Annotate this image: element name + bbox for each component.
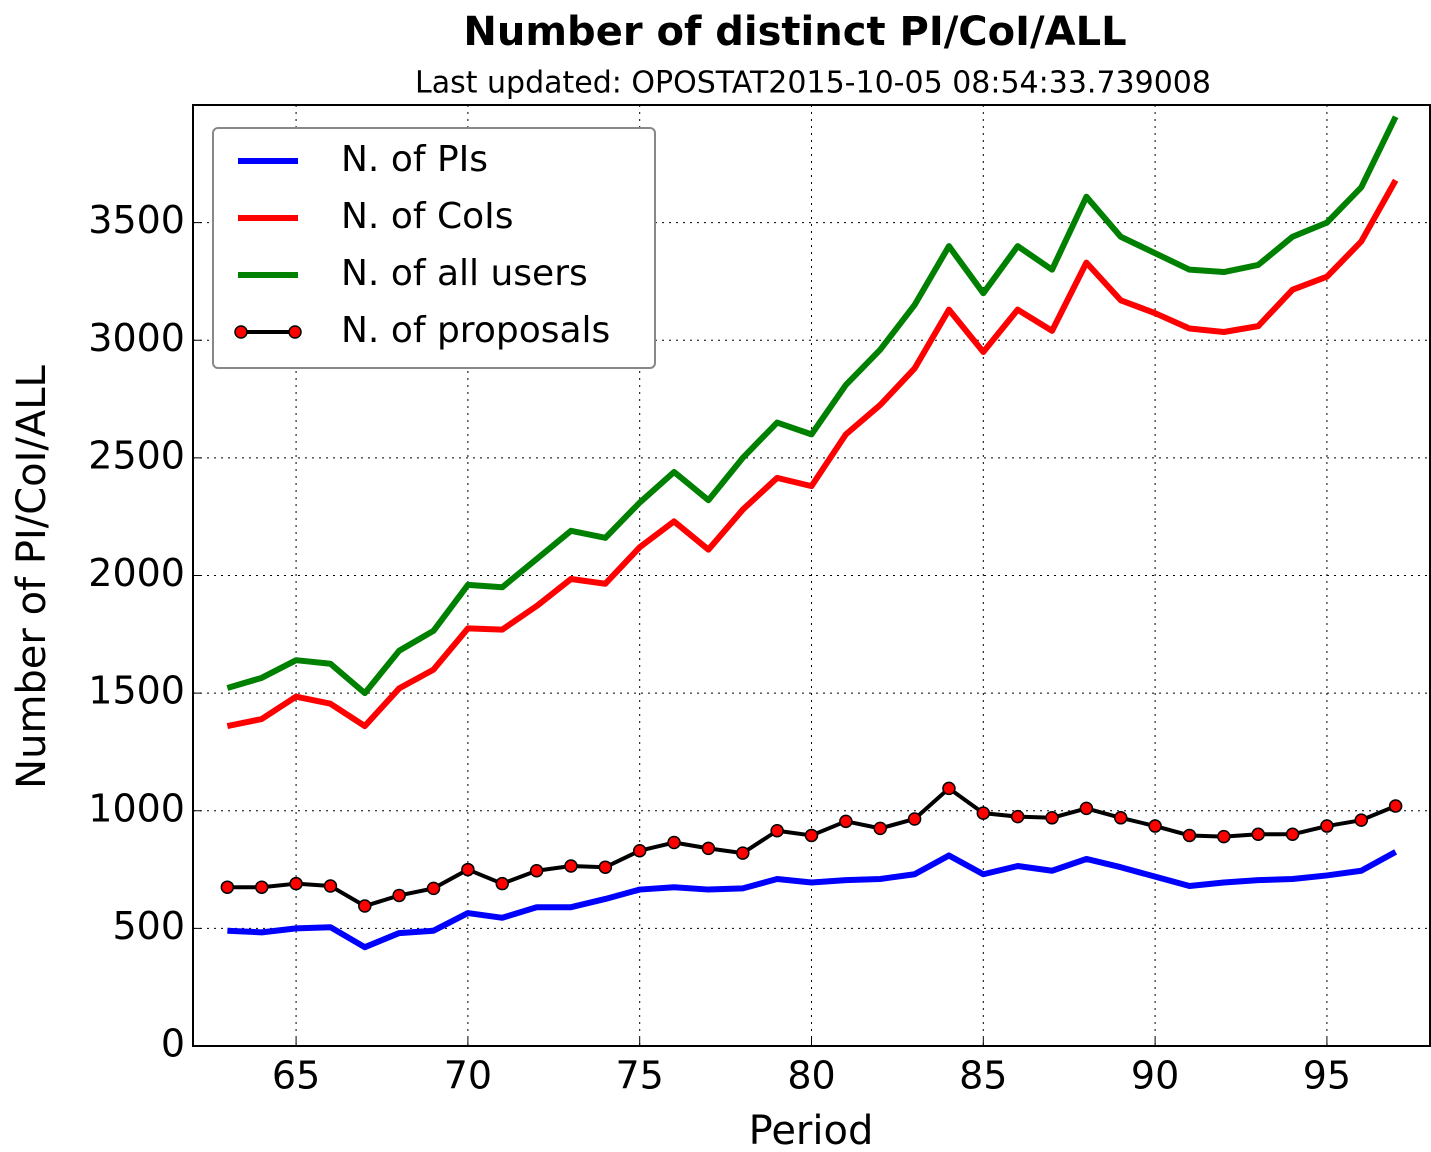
legend-marker: [234, 325, 248, 339]
series-marker: [1285, 827, 1300, 842]
x-tick-label: 85: [959, 1054, 1007, 1098]
series-marker: [736, 846, 750, 860]
legend-label: N. of CoIs: [341, 196, 514, 237]
series-marker: [564, 859, 578, 873]
series-marker: [1182, 828, 1197, 843]
x-tick-label: 75: [616, 1054, 664, 1098]
series-marker: [976, 806, 991, 820]
y-tick-label: 0: [161, 1022, 185, 1066]
series-marker: [323, 879, 338, 893]
x-tick-label: 70: [444, 1054, 492, 1098]
series-marker: [667, 835, 681, 850]
legend-label: N. of all users: [341, 253, 588, 294]
series-marker: [495, 876, 509, 891]
series-marker: [1148, 819, 1162, 833]
y-tick-label: 500: [112, 904, 185, 948]
series-marker: [1388, 799, 1403, 813]
y-tick-label: 2500: [88, 433, 185, 477]
series-marker: [839, 814, 853, 829]
series-marker: [1045, 811, 1059, 825]
series-marker: [632, 843, 647, 858]
legend-box: [212, 127, 656, 369]
y-tick-label: 3500: [88, 198, 185, 242]
series-marker: [1354, 813, 1369, 827]
series-marker: [1079, 801, 1094, 816]
series-marker: [770, 823, 784, 838]
y-axis-label: Number of PI/CoI/ALL: [9, 364, 55, 788]
series-marker: [701, 841, 716, 856]
series-marker: [254, 880, 269, 894]
series-marker: [873, 821, 887, 836]
series-marker: [289, 876, 303, 891]
series-marker: [907, 812, 922, 826]
series-marker: [461, 862, 475, 877]
chart-subtitle: Last updated: OPOSTAT2015-10-05 08:54:33…: [415, 66, 1211, 101]
series-marker: [426, 881, 441, 896]
legend-label: N. of PIs: [341, 139, 488, 180]
series-marker: [1114, 811, 1128, 825]
series-line: [226, 178, 1399, 730]
series-marker: [220, 880, 235, 894]
legend-label: N. of proposals: [341, 310, 610, 351]
series-marker: [942, 781, 956, 796]
chart-title: Number of distinct PI/CoI/ALL: [463, 9, 1126, 55]
x-tick-label: 95: [1303, 1054, 1351, 1098]
plot-frame: [192, 104, 1431, 1047]
y-tick-label: 1500: [88, 669, 185, 713]
series-line: [227, 849, 1398, 951]
series-marker: [358, 899, 372, 913]
y-tick-label: 1000: [88, 786, 185, 830]
series-marker: [1320, 819, 1334, 833]
x-tick-label: 65: [272, 1054, 320, 1098]
series-marker: [1010, 809, 1025, 824]
legend-marker: [288, 325, 302, 339]
y-tick-label: 3000: [88, 316, 185, 360]
series-marker: [392, 888, 406, 903]
series-marker: [804, 828, 819, 843]
series-marker: [1217, 829, 1231, 844]
x-tick-label: 90: [1131, 1054, 1179, 1098]
series-marker: [1251, 827, 1265, 842]
series-line: [226, 115, 1399, 697]
x-tick-label: 80: [787, 1054, 835, 1098]
series-marker: [529, 863, 544, 878]
x-axis-label: Period: [749, 1108, 874, 1152]
series-marker: [598, 860, 613, 874]
y-tick-label: 2000: [88, 551, 185, 595]
